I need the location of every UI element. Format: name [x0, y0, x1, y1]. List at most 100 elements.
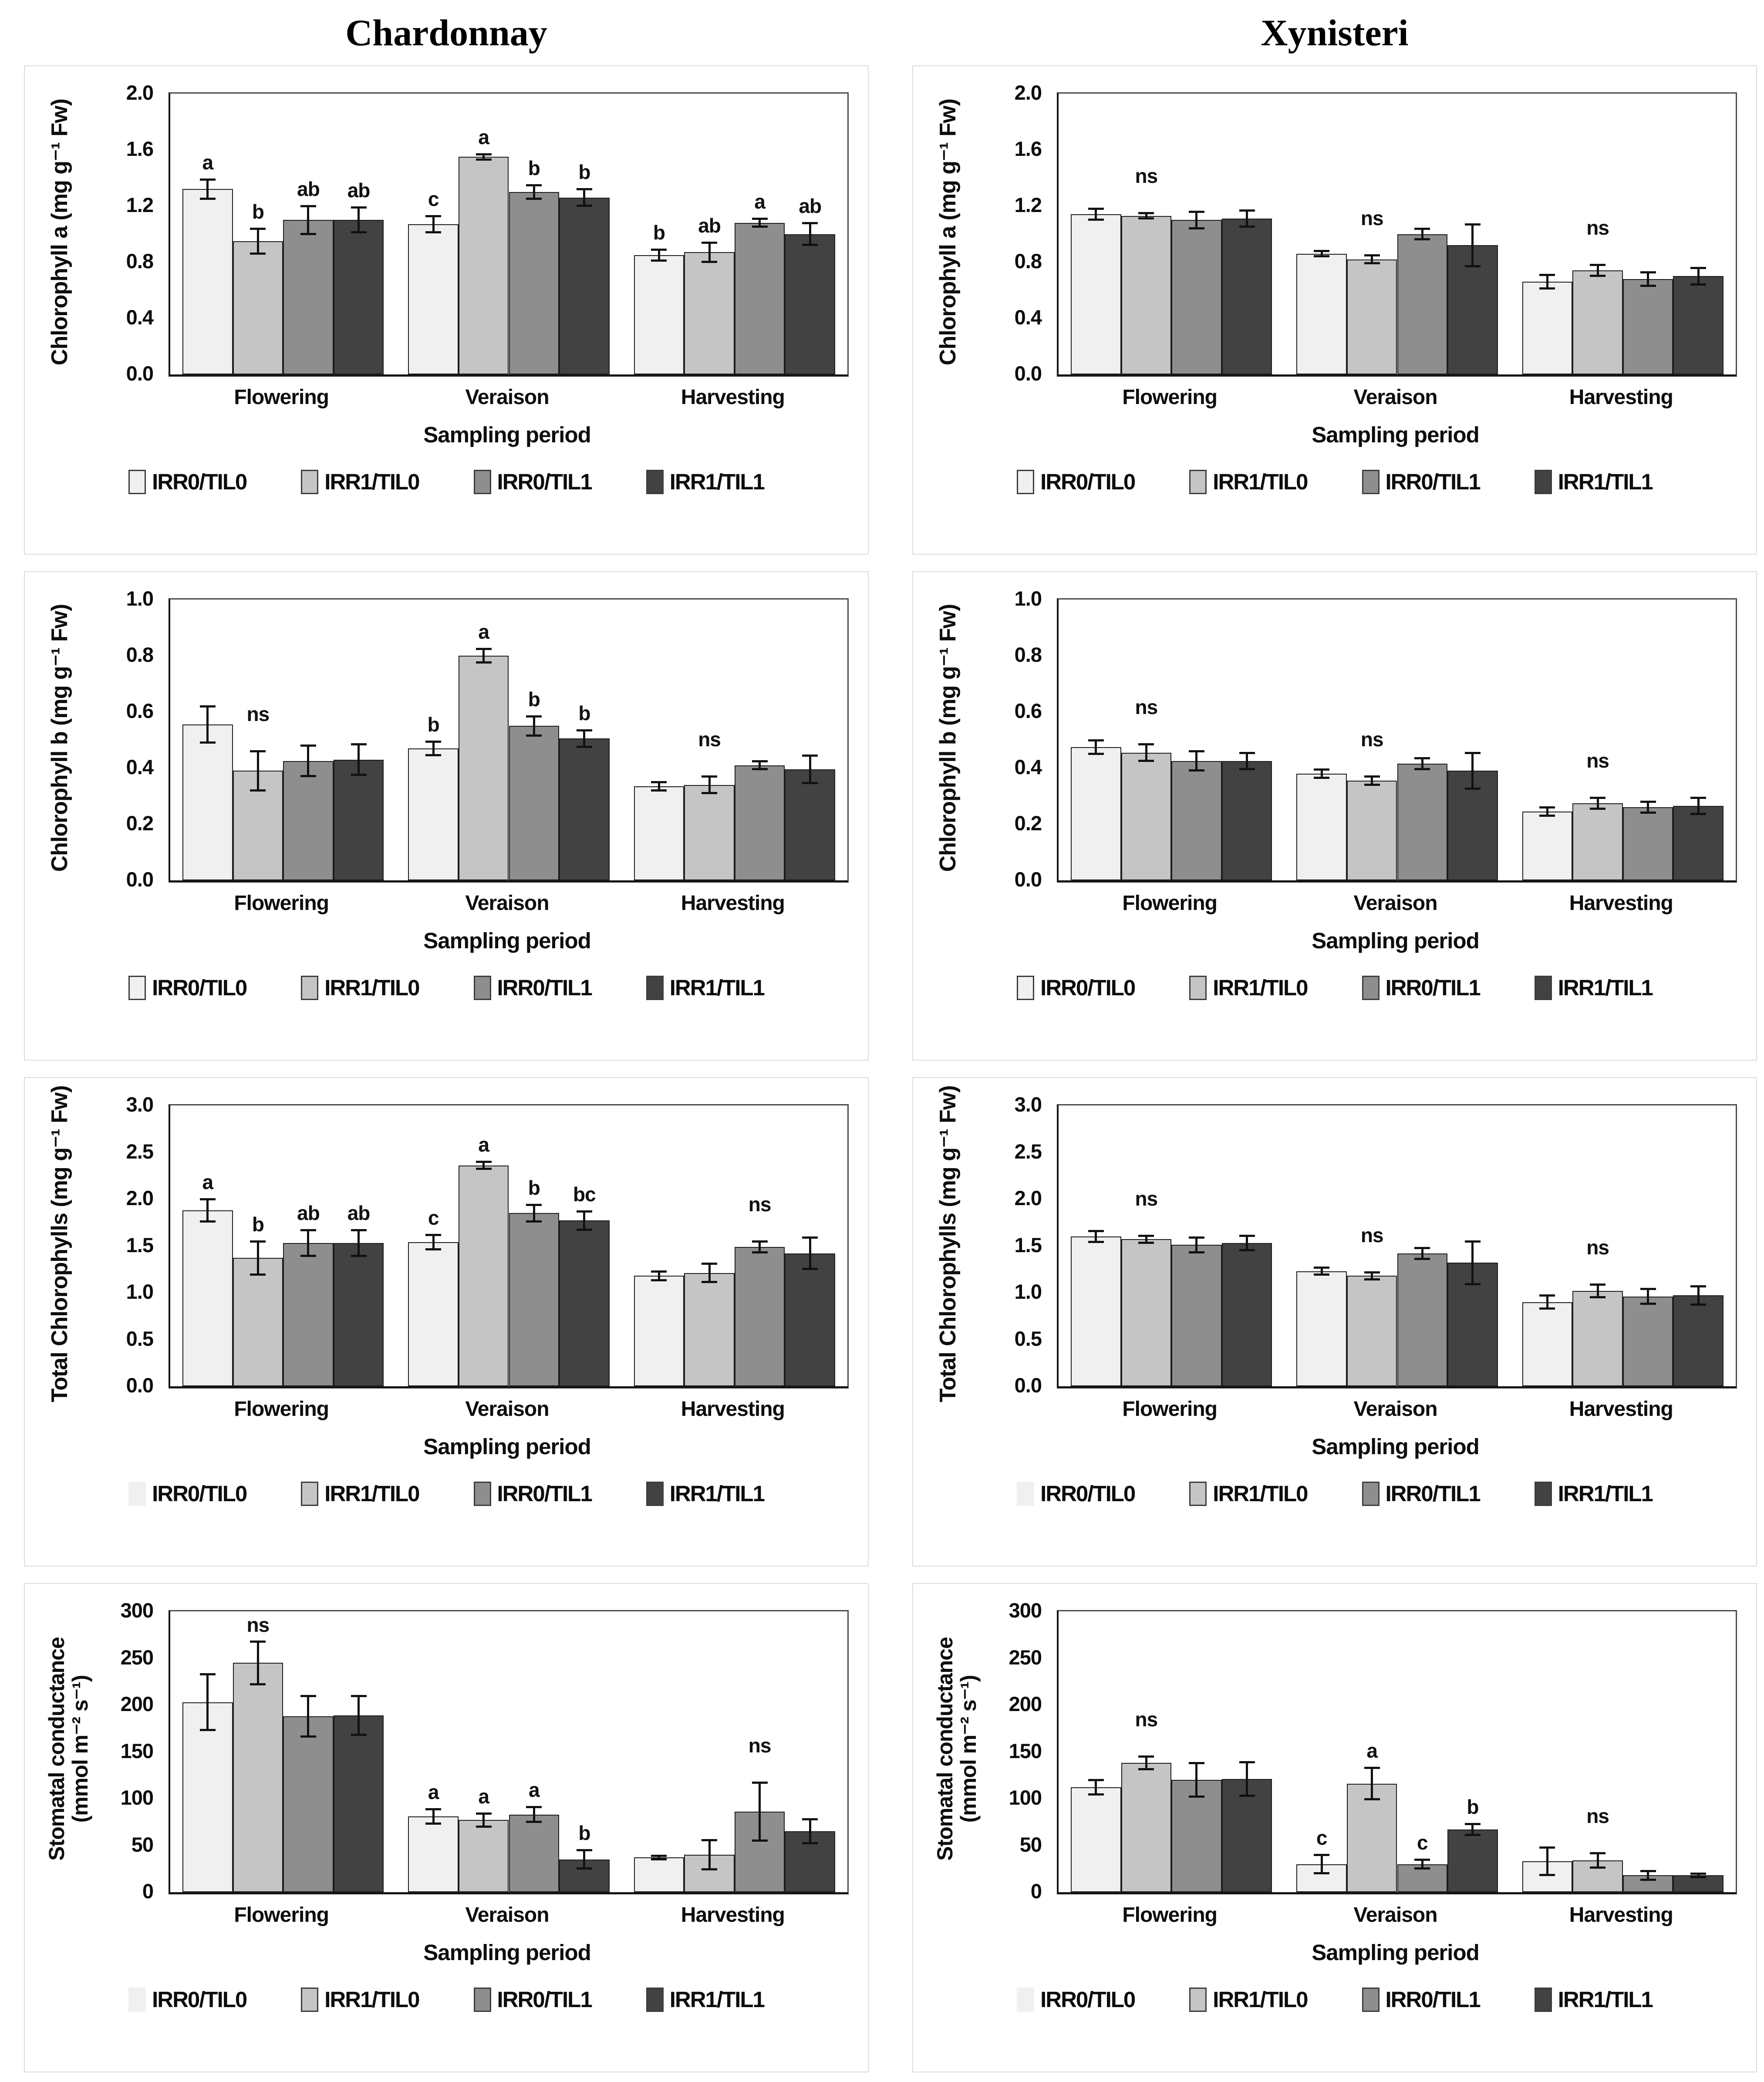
error-bar-cap [1314, 768, 1330, 771]
x-tick-label: Harvesting [1569, 892, 1673, 915]
error-bar-cap [526, 734, 542, 737]
error-bar [1647, 1289, 1649, 1304]
error-bar [1421, 1247, 1423, 1259]
y-tick-label: 0.6 [126, 699, 154, 722]
legend-item: IRR0/TIL0 [128, 1987, 247, 2012]
y-tick-label: 0.4 [126, 306, 154, 329]
error-bar [1145, 1235, 1147, 1243]
chart-panel-xynisteri-total-chlorophylls: 0.0 0.5 1.0 1.5 2.0 2.5 3.0 Total Chlorophylls … [912, 1077, 1757, 1567]
error-bar-cap [1590, 1852, 1606, 1854]
bar-irr1-til1 [1221, 219, 1272, 374]
error-bar [533, 716, 535, 736]
y-axis-label: Stomatal conductance (mmol m⁻² s⁻¹) [44, 1637, 92, 1861]
error-bar [1697, 1873, 1700, 1877]
x-tick-label: Veraison [1353, 892, 1437, 915]
error-bar [1546, 807, 1548, 816]
legend-label: IRR1/TIL0 [324, 1481, 420, 1506]
error-bar-cap [1539, 1846, 1555, 1849]
legend-item: IRR1/TIL1 [646, 469, 765, 495]
legend-label: IRR1/TIL0 [1213, 1481, 1308, 1506]
error-bar [809, 1237, 811, 1270]
legend-label: IRR1/TIL1 [1558, 1987, 1653, 2012]
error-bar-cap [1640, 1288, 1656, 1290]
error-bar [206, 706, 209, 743]
error-bar-cap [1239, 209, 1255, 212]
y-tick-label: 50 [1019, 1833, 1042, 1856]
legend: IRR0/TIL0 IRR1/TIL0 IRR0/TIL1 IRR1/TIL1 [25, 975, 868, 1001]
y-tick-label: 1.5 [1014, 1233, 1042, 1257]
error-bar [256, 1241, 259, 1275]
error-bar-cap [802, 754, 818, 757]
error-bar-cap [1138, 1755, 1154, 1758]
ns-label: ns [1360, 728, 1384, 751]
bar-irr0-til1 [283, 1243, 334, 1386]
error-bar-cap [199, 1729, 216, 1732]
bar-irr0-til1 [734, 1247, 785, 1386]
bar-irr1-til0 [1121, 752, 1172, 880]
legend-item: IRR0/TIL1 [1362, 975, 1481, 1001]
legend-item: IRR1/TIL1 [646, 975, 765, 1001]
legend-swatch [1017, 469, 1035, 494]
error-bar-cap [1690, 813, 1707, 815]
legend-item: IRR0/TIL1 [473, 1481, 593, 1506]
legend-swatch [301, 1987, 319, 2012]
bar-irr0-til1 [1171, 761, 1222, 880]
bar-irr0-til1 [283, 1716, 334, 1892]
sig-letter: a [202, 1171, 213, 1193]
ns-label: ns [246, 1614, 270, 1636]
legend-label: IRR0/TIL0 [1040, 1481, 1136, 1506]
error-bar-cap [651, 1270, 667, 1273]
error-bar-cap [526, 197, 542, 200]
error-bar-cap [702, 1263, 718, 1265]
error-bar [658, 1271, 660, 1281]
x-axis-label: Sampling period [1312, 928, 1480, 953]
error-bar-cap [702, 241, 718, 244]
legend-swatch [1189, 975, 1207, 1000]
legend: IRR0/TIL0 IRR1/TIL0 IRR0/TIL1 IRR1/TIL1 [913, 1987, 1756, 2012]
legend-item: IRR1/TIL0 [301, 975, 420, 1001]
bar-irr0-til0 [634, 1276, 685, 1386]
error-bar-cap [1414, 227, 1430, 230]
y-tick-label: 0.5 [126, 1327, 154, 1350]
bar-irr1-til0 [458, 656, 509, 880]
y-tick-label: 1.2 [126, 193, 154, 216]
error-bar-cap [199, 705, 216, 708]
error-bar-cap [752, 760, 768, 762]
y-tick-label: 200 [1008, 1692, 1042, 1715]
error-bar-cap [576, 1228, 592, 1231]
sig-letter: c [1316, 1826, 1328, 1849]
y-tick-label: 200 [120, 1692, 154, 1715]
error-bar-cap [300, 745, 316, 747]
figure-header: Chardonnay Xynisteri [0, 0, 1764, 65]
error-bar-cap [425, 1233, 442, 1236]
error-bar [307, 1695, 310, 1737]
legend-swatch [301, 975, 319, 1000]
error-bar-cap [1464, 751, 1481, 754]
x-tick-label: Veraison [465, 1398, 549, 1421]
y-tick-label: 2.0 [126, 81, 154, 104]
bar-irr1-til0 [1572, 803, 1623, 880]
error-bar-cap [1188, 210, 1204, 213]
bar-irr1-til1 [1673, 1295, 1724, 1386]
legend-item: IRR0/TIL0 [128, 975, 247, 1001]
chart-panel-chardonnay-chlorophyll-a: 0.0 0.4 0.8 1.2 1.6 2.0 Chlorophyll a (mg g⁻¹ … [24, 65, 869, 555]
bar-irr1-til1 [559, 738, 610, 880]
error-bar [307, 745, 310, 777]
error-bar-cap [476, 153, 492, 155]
bar-irr0-til0 [408, 1242, 459, 1386]
error-bar [1371, 776, 1373, 785]
y-tick-label: 300 [1008, 1599, 1042, 1622]
error-bar-cap [752, 226, 768, 228]
error-bar-cap [526, 1220, 542, 1223]
error-bar [1697, 797, 1700, 815]
error-bar [1421, 228, 1423, 240]
bar-irr0-til0 [1522, 282, 1573, 374]
error-bar-cap [1239, 751, 1255, 754]
ns-label: ns [1586, 216, 1609, 239]
error-bar [432, 216, 435, 233]
error-bar [482, 1813, 485, 1827]
error-bar-cap [1414, 1858, 1430, 1861]
bar-irr1-til1 [333, 220, 384, 374]
error-bar [809, 222, 811, 246]
legend-swatch [473, 469, 491, 494]
